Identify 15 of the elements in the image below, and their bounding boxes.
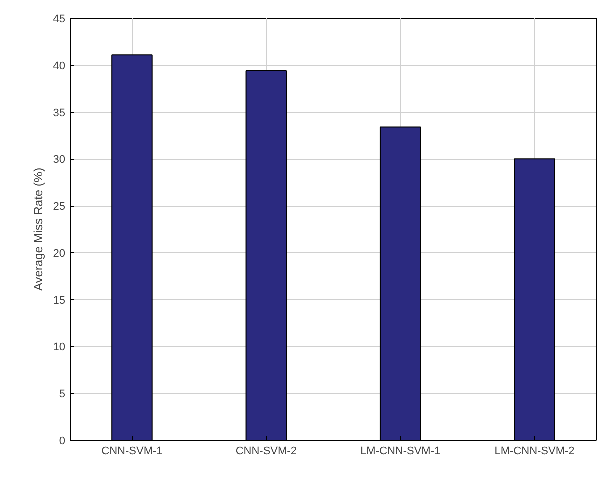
x-tick-label: CNN-SVM-1 (102, 446, 163, 458)
y-tick-label: 15 (53, 294, 66, 307)
x-tick-label: LM-CNN-SVM-2 (494, 446, 575, 458)
y-tick-label: 30 (53, 154, 66, 166)
x-tick-label: CNN-SVM-2 (236, 446, 297, 458)
y-axis-title: Average Miss Rate (%) (31, 168, 46, 292)
y-tick-label: 5 (59, 388, 66, 401)
y-tick-label: 45 (53, 14, 66, 26)
y-tick-label: 10 (53, 342, 66, 354)
y-tick-label: 35 (53, 107, 66, 120)
x-tick-label: LM-CNN-SVM-1 (360, 446, 441, 458)
y-tick-label: 40 (53, 60, 66, 72)
y-tick-label: 20 (53, 248, 66, 260)
y-tick-label: 0 (59, 436, 66, 448)
y-tick-label: 25 (53, 201, 66, 214)
